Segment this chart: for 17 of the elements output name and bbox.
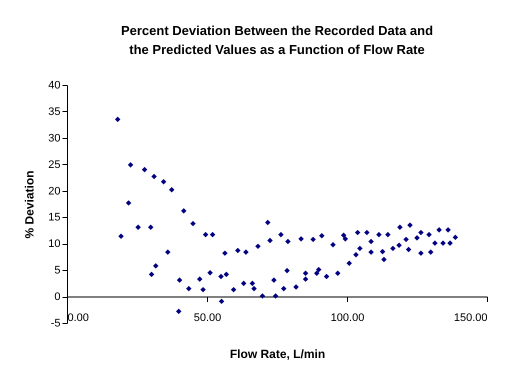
y-tick-label: 15	[48, 212, 60, 224]
x-tick-label: 0.00	[68, 312, 89, 324]
x-tick-label: 100.00	[330, 312, 364, 324]
y-tick-label: -5	[50, 318, 60, 330]
x-axis-title: Flow Rate, L/min	[230, 346, 326, 361]
y-tick-label: 10	[48, 238, 60, 250]
y-axis-title: % Deviation	[22, 170, 36, 239]
y-tick-label: 35	[48, 106, 60, 118]
x-tick-label: 150.00	[454, 312, 488, 324]
y-tick-label: 25	[48, 158, 60, 171]
y-tick-label: 0	[54, 291, 60, 304]
y-tick-label: 5	[54, 264, 60, 277]
y-tick-label: 30	[48, 132, 60, 144]
y-tick-label: 20	[48, 185, 60, 198]
y-tick-label: 40	[48, 80, 60, 92]
x-tick-label: 50.00	[194, 312, 222, 324]
chart-title: Percent Deviation Between the Recorded Data and the Predicted Values as a Function of Flow Rate	[120, 23, 434, 57]
